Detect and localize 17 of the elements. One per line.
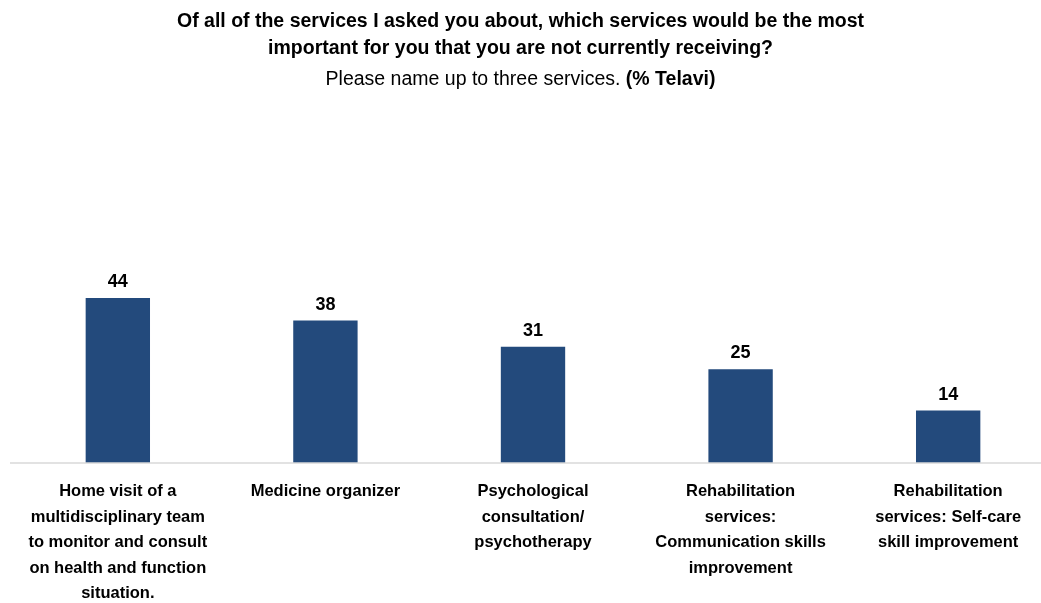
- x-tick-label: Psychological consultation/ psychotherapy: [474, 481, 593, 550]
- chart-subtitle: Please name up to three services. (% Telavi): [325, 67, 716, 89]
- x-tick-label: Rehabilitation services: Communication skills improvement: [655, 481, 826, 576]
- bar: [293, 320, 358, 463]
- bar: [500, 346, 566, 463]
- x-tick-label: Medicine organizer: [250, 481, 401, 499]
- chart-title: Of all of the services I asked you about, which services would be the most important for you that you are not currently receiving?: [176, 9, 865, 58]
- data-label: 31: [522, 319, 544, 340]
- data-label: 25: [730, 342, 751, 363]
- bar: [915, 410, 981, 463]
- bar: [708, 369, 773, 463]
- x-tick-label: Home visit of a multidisciplinary team to monitor and consult on health and function situation.: [28, 481, 208, 601]
- data-label: 38: [315, 293, 336, 314]
- x-tick-label: Rehabilitation services: Self-care skill improvement: [875, 481, 1022, 550]
- data-label: 14: [938, 383, 959, 404]
- data-label: 44: [107, 271, 128, 291]
- bar: [85, 298, 151, 463]
